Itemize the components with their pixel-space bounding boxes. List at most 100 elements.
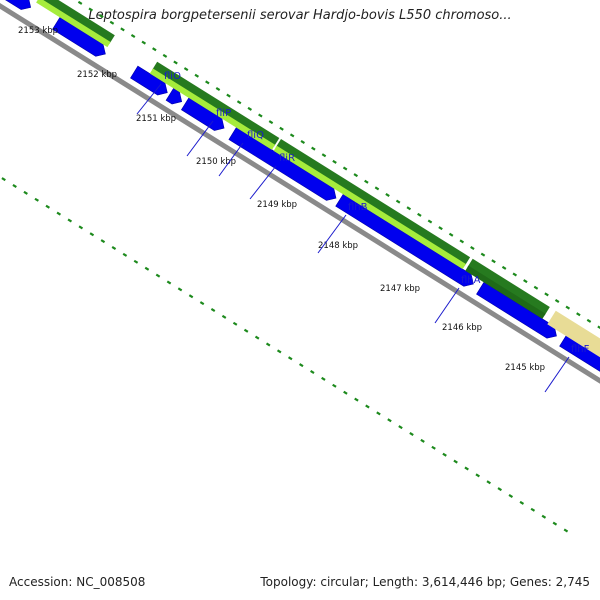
ruler-tick <box>470 246 475 250</box>
inner-tick <box>78 225 84 230</box>
inner-tick <box>232 321 238 326</box>
inner-tick <box>332 383 337 388</box>
ruler-tick <box>417 212 422 217</box>
gene-label: fliO <box>164 71 181 82</box>
inner-tick <box>133 259 139 264</box>
inner-tick <box>299 363 304 368</box>
inner-tick <box>409 432 414 437</box>
cds-arrow <box>476 281 557 339</box>
inner-tick <box>343 390 348 395</box>
inner-tick <box>387 418 392 423</box>
gene-leader-line <box>249 165 277 200</box>
gene-label: flhA <box>461 275 481 286</box>
inner-tick <box>56 211 62 216</box>
ruler-tick <box>215 87 221 92</box>
inner-tick <box>122 252 128 257</box>
inner-tick <box>89 232 95 237</box>
gene-leader-line <box>218 142 244 177</box>
ruler-tick <box>438 226 443 231</box>
cds-arrow <box>5 0 32 10</box>
gene-leader-line <box>186 120 214 157</box>
ruler-tick <box>236 100 242 105</box>
inner-tick <box>486 480 491 485</box>
inner-tick <box>365 404 370 409</box>
inner-tick <box>221 314 227 319</box>
gene-band-inner <box>465 265 546 319</box>
inner-tick <box>563 528 569 533</box>
inner-tick <box>155 273 161 278</box>
ruler-tick <box>268 120 274 125</box>
ruler-tick <box>120 27 125 32</box>
ruler-tick <box>258 113 263 118</box>
gene-band-inner <box>36 0 111 48</box>
inner-tick <box>354 397 359 402</box>
ruler-tick <box>173 60 178 65</box>
kbp-label: 2151 kbp <box>136 114 176 124</box>
ruler-tick <box>300 140 306 145</box>
kbp-label: 2153 kbp <box>18 26 58 36</box>
inner-tick <box>287 356 293 361</box>
inner-tick <box>188 294 194 299</box>
ruler-tick <box>565 305 571 310</box>
inner-tick <box>210 308 216 313</box>
kbp-label: 2148 kbp <box>318 241 358 251</box>
ruler-tick <box>332 159 337 164</box>
inner-tick <box>519 500 525 505</box>
ruler-tick <box>311 146 316 151</box>
gene-label: fliR <box>279 153 295 164</box>
inner-tick <box>254 335 260 340</box>
ruler-tick <box>99 14 104 19</box>
inner-tick <box>199 301 205 306</box>
kbp-label: 2150 kbp <box>196 157 236 167</box>
inner-tick <box>310 370 315 375</box>
inner-tick <box>45 204 50 209</box>
gene-band <box>547 310 600 358</box>
inner-tick-track <box>1 177 569 533</box>
inner-tick <box>12 184 17 189</box>
cds-track <box>5 0 600 372</box>
inner-tick <box>243 328 249 333</box>
gene-track <box>36 0 600 358</box>
gene-leader-line <box>544 356 570 393</box>
inner-tick <box>475 473 480 478</box>
map-title: Leptospira borgpetersenii serovar Hardjo… <box>88 8 512 23</box>
gene-leader-line <box>136 83 162 115</box>
ruler-tick <box>576 312 581 317</box>
kbp-label: 2147 kbp <box>380 284 420 294</box>
ruler-tick <box>205 80 210 85</box>
ruler-tick <box>247 106 253 111</box>
ruler-tick <box>152 47 157 52</box>
ruler-tick <box>353 173 359 178</box>
inner-tick <box>23 190 28 195</box>
gene-labels: fliO fliP fliQ fliR flhB flhA flhF <box>136 71 590 393</box>
inner-tick <box>111 246 117 251</box>
backbone-track <box>0 2 600 384</box>
gene-band-inner <box>273 145 466 270</box>
ruler-tick <box>289 133 295 138</box>
ruler-tick <box>226 93 231 98</box>
gene-label: flhF <box>571 344 590 355</box>
inner-tick <box>530 507 536 512</box>
inner-tick <box>398 425 403 430</box>
ruler-tick <box>279 126 284 131</box>
ruler-tick <box>77 0 83 5</box>
gene-label: fliP <box>216 108 231 119</box>
kbp-ruler: 2153 kbp 2152 kbp 2151 kbp 2150 kbp 2149 kbp… <box>18 26 545 373</box>
inner-tick <box>431 445 436 450</box>
outer-tick-track <box>77 0 600 330</box>
ruler-tick <box>364 179 369 184</box>
ruler-tick <box>194 73 200 78</box>
kbp-label: 2146 kbp <box>442 323 482 333</box>
inner-tick <box>508 494 514 499</box>
inner-tick <box>1 177 6 182</box>
inner-tick <box>453 459 458 464</box>
kbp-label: 2145 kbp <box>505 363 545 373</box>
ruler-tick <box>395 199 401 204</box>
ruler-tick <box>544 292 549 297</box>
inner-tick <box>497 487 503 492</box>
kbp-label: 2152 kbp <box>77 70 117 80</box>
ruler-tick <box>533 285 539 290</box>
ruler-tick <box>448 232 454 237</box>
